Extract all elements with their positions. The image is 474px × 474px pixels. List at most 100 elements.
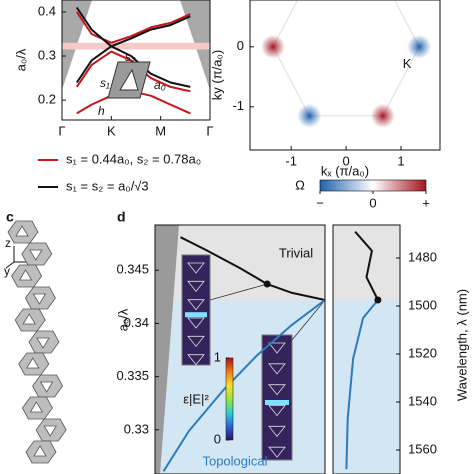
chain-hole: [22, 313, 36, 325]
inset-hole: [187, 317, 205, 329]
inset-pointer: [291, 299, 325, 341]
axes-indicator: [5, 246, 28, 269]
band-line: [75, 6, 191, 48]
brillouin-zone: [272, 0, 420, 117]
frame: [154, 224, 326, 474]
y-tick-label: 0.33: [124, 421, 149, 436]
inset-hole: [268, 384, 286, 396]
chain-hole: [26, 357, 40, 369]
curvature-peak: [407, 34, 432, 59]
colorbar: [225, 357, 234, 441]
y-tick-label: -1: [232, 98, 244, 113]
axis-z: z: [5, 236, 11, 250]
shaded-band: [62, 42, 210, 50]
x-axis-label: kₓ (π/a₀): [321, 163, 369, 178]
colorbar-tick-label: −: [316, 195, 324, 210]
y-tick-label: 0.345: [116, 262, 149, 277]
frame: [332, 224, 401, 474]
region-topological: [333, 300, 400, 474]
legend-label: s₁ = s₂ = a₀/√3: [66, 178, 149, 193]
inset-hole: [187, 354, 205, 366]
x-tick-label: M: [155, 123, 166, 138]
inset-hole: [187, 335, 205, 347]
y-tick-label: 0.3: [38, 47, 56, 62]
chain-hole: [29, 401, 44, 413]
y-tick-label: 1500: [408, 297, 437, 312]
chain-hole: [43, 425, 57, 437]
annotation: K: [403, 56, 412, 71]
y-tick-label: 1520: [408, 345, 437, 360]
inset-hole: [187, 280, 205, 292]
colorbar-tick-label: +: [422, 195, 430, 210]
inset-hole: [268, 446, 286, 458]
chain-hole: [33, 445, 47, 457]
annotation: s₁: [100, 76, 110, 90]
band-line: [162, 299, 325, 472]
inset-hole: [268, 342, 286, 354]
annotation: s₂: [125, 50, 136, 64]
region-trivial: [155, 225, 325, 301]
crystal-chain: [7, 220, 67, 464]
band-line: [75, 45, 191, 88]
x-tick-label: 0: [342, 153, 349, 168]
chain-hole: [15, 225, 29, 237]
band-line: [75, 11, 191, 44]
field-hotspot: [185, 312, 207, 318]
band-line: [354, 230, 379, 301]
plot-area: [261, 0, 432, 128]
field-hotspot: [265, 400, 289, 405]
plot-area: [62, 0, 210, 115]
region-label: Topological: [202, 453, 267, 468]
y-tick-label: 1540: [408, 393, 437, 408]
colorbar-tick-label: 1: [214, 349, 221, 364]
chain-hole: [39, 381, 54, 393]
chain-hole: [18, 269, 33, 281]
y-tick-label: 0.335: [116, 368, 149, 383]
x-tick-label: K: [107, 123, 116, 138]
annotation: a₀: [154, 78, 166, 92]
field-inset: [261, 334, 293, 461]
colorbar-tick-label: 0: [369, 195, 376, 210]
x-tick-label: -1: [285, 153, 297, 168]
y-tick-label: 0: [237, 38, 244, 53]
curvature-peak: [297, 103, 322, 128]
y-tick-label: 1480: [408, 249, 437, 264]
colorbar-tick-label: 0: [214, 431, 221, 446]
inset-hole: [187, 262, 205, 274]
marker: [263, 280, 271, 288]
x-tick-label: 1: [397, 153, 404, 168]
band-line: [180, 236, 325, 301]
inset-hole: [268, 405, 286, 417]
y-axis-label: ky (π/a₀): [209, 50, 224, 100]
x-tick-label: Γ: [206, 123, 213, 138]
inset-hole: [268, 425, 286, 437]
band-line: [345, 299, 379, 470]
frame: [61, 0, 211, 121]
colorbar-label: Ω: [295, 177, 305, 192]
y-tick-label: 0.34: [124, 315, 149, 330]
panel-label: d: [117, 209, 126, 225]
chain-hole: [32, 293, 47, 305]
annotation: h: [98, 104, 105, 118]
chain-hole: [29, 249, 43, 261]
y-tick-label: 1560: [408, 441, 437, 456]
light-cone: [155, 225, 179, 474]
y-axis-label: Wavelength, λ (nm): [454, 289, 469, 401]
plot-area: [155, 225, 325, 474]
marker: [374, 296, 382, 304]
frame: [249, 0, 441, 151]
unit-hole: [119, 68, 139, 91]
region-label: Trivial: [279, 245, 313, 260]
legend-label: s₁ = 0.44a₀, s₂ = 0.78a₀: [66, 151, 201, 166]
colorbar: [319, 179, 427, 192]
chain-hole: [36, 337, 50, 349]
colorbar-label: ε|E|²: [183, 391, 209, 406]
inset-pointer: [209, 283, 268, 301]
axis-y: y: [4, 264, 10, 278]
panel-label: c: [6, 209, 14, 225]
region-trivial: [333, 225, 400, 300]
x-tick-label: Γ: [58, 123, 65, 138]
y-tick-label: 0.2: [38, 92, 56, 107]
plot-area: [333, 225, 400, 474]
